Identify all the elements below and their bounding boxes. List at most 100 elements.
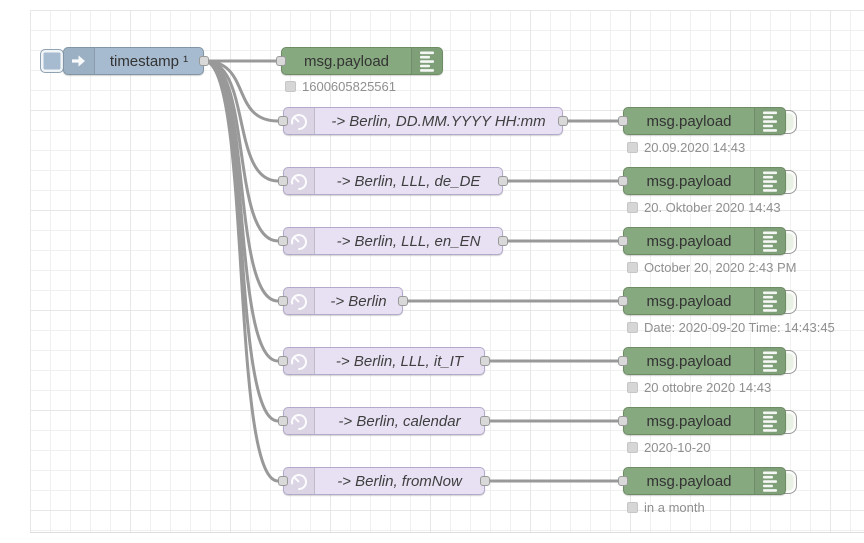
status-indicator bbox=[627, 322, 638, 333]
node-label: msg.payload bbox=[646, 412, 732, 430]
timer-icon bbox=[284, 288, 315, 314]
input-port[interactable] bbox=[278, 116, 288, 126]
timer-icon bbox=[284, 468, 315, 494]
node-label: -> Berlin, LLL, it_IT bbox=[335, 352, 464, 370]
status-text: 1600605825561 bbox=[302, 79, 396, 94]
debug-list-icon bbox=[754, 288, 785, 314]
status-indicator bbox=[627, 502, 638, 513]
node-status: 1600605825561 bbox=[285, 79, 396, 94]
debug-node[interactable]: msg.payload bbox=[618, 167, 797, 195]
node-label: msg.payload bbox=[646, 292, 732, 310]
status-indicator bbox=[627, 442, 638, 453]
debug-node[interactable]: msg.payload bbox=[618, 347, 797, 375]
node-label: -> Berlin, LLL, en_EN bbox=[336, 232, 481, 250]
status-indicator bbox=[627, 382, 638, 393]
debug-list-icon bbox=[754, 168, 785, 194]
node-label: msg.payload bbox=[303, 52, 390, 70]
status-text: Date: 2020-09-20 Time: 14:43:45 bbox=[644, 320, 835, 335]
node-status: 20 ottobre 2020 14:43 bbox=[627, 380, 772, 395]
timer-icon bbox=[284, 228, 315, 254]
node-label: -> Berlin, calendar bbox=[338, 412, 461, 430]
node-status: Date: 2020-09-20 Time: 14:43:45 bbox=[627, 320, 835, 335]
node-label: msg.payload bbox=[646, 172, 732, 190]
debug-node[interactable]: msg.payload bbox=[618, 107, 797, 135]
status-indicator bbox=[285, 81, 296, 92]
status-text: 20.09.2020 14:43 bbox=[644, 140, 746, 155]
status-indicator bbox=[627, 142, 638, 153]
node-label: msg.payload bbox=[646, 112, 732, 130]
input-port[interactable] bbox=[278, 176, 288, 186]
input-port[interactable] bbox=[618, 116, 628, 126]
output-port[interactable] bbox=[480, 476, 490, 486]
inject-node[interactable]: timestamp ¹ bbox=[63, 47, 209, 75]
debug-node[interactable]: msg.payload bbox=[618, 467, 797, 495]
output-port[interactable] bbox=[498, 176, 508, 186]
input-port[interactable] bbox=[278, 416, 288, 426]
wire[interactable] bbox=[203, 59, 279, 363]
timer-icon bbox=[284, 168, 315, 194]
moment-node[interactable]: -> Berlin bbox=[278, 287, 408, 315]
moment-node[interactable]: -> Berlin, LLL, it_IT bbox=[278, 347, 490, 375]
node-status: October 20, 2020 2:43 PM bbox=[627, 260, 797, 275]
inject-arrow-icon bbox=[64, 48, 95, 74]
input-port[interactable] bbox=[618, 356, 628, 366]
debug-node[interactable]: msg.payload bbox=[618, 407, 797, 435]
output-port[interactable] bbox=[480, 356, 490, 366]
node-status: 20. Oktober 2020 14:43 bbox=[627, 200, 781, 215]
input-port[interactable] bbox=[618, 476, 628, 486]
node-status: in a month bbox=[627, 500, 705, 515]
output-port[interactable] bbox=[480, 416, 490, 426]
node-label: -> Berlin, DD.MM.YYYY HH:mm bbox=[331, 112, 546, 130]
status-text: October 20, 2020 2:43 PM bbox=[644, 260, 797, 275]
debug-node[interactable]: msg.payload bbox=[618, 287, 797, 315]
timer-icon bbox=[284, 408, 315, 434]
input-port[interactable] bbox=[278, 356, 288, 366]
status-indicator bbox=[627, 262, 638, 273]
wire[interactable] bbox=[203, 59, 279, 183]
status-indicator bbox=[627, 202, 638, 213]
status-text: in a month bbox=[644, 500, 705, 515]
debug-list-icon bbox=[411, 48, 442, 74]
canvas-grid bbox=[30, 10, 864, 533]
moment-node[interactable]: -> Berlin, fromNow bbox=[278, 467, 490, 495]
input-port[interactable] bbox=[276, 56, 286, 66]
output-port[interactable] bbox=[398, 296, 408, 306]
debug-list-icon bbox=[754, 468, 785, 494]
input-port[interactable] bbox=[618, 296, 628, 306]
input-port[interactable] bbox=[278, 236, 288, 246]
input-port[interactable] bbox=[278, 476, 288, 486]
timer-icon bbox=[284, 108, 315, 134]
wire[interactable] bbox=[203, 59, 279, 123]
input-port[interactable] bbox=[618, 176, 628, 186]
debug-list-icon bbox=[754, 108, 785, 134]
node-label: -> Berlin, LLL, de_DE bbox=[336, 172, 481, 190]
input-port[interactable] bbox=[278, 296, 288, 306]
status-text: 20. Oktober 2020 14:43 bbox=[644, 200, 781, 215]
moment-node[interactable]: -> Berlin, DD.MM.YYYY HH:mm bbox=[278, 107, 568, 135]
status-text: 20 ottobre 2020 14:43 bbox=[644, 380, 772, 395]
node-status: 2020-10-20 bbox=[627, 440, 711, 455]
moment-node[interactable]: -> Berlin, LLL, de_DE bbox=[278, 167, 508, 195]
node-label: -> Berlin, fromNow bbox=[337, 472, 462, 490]
debug-node[interactable]: msg.payload bbox=[618, 227, 797, 255]
moment-node[interactable]: -> Berlin, calendar bbox=[278, 407, 490, 435]
input-port[interactable] bbox=[618, 416, 628, 426]
output-port[interactable] bbox=[498, 236, 508, 246]
moment-node[interactable]: -> Berlin, LLL, en_EN bbox=[278, 227, 508, 255]
debug-node[interactable]: msg.payload bbox=[276, 47, 443, 75]
node-status: 20.09.2020 14:43 bbox=[627, 140, 746, 155]
output-port[interactable] bbox=[199, 56, 209, 66]
debug-list-icon bbox=[754, 408, 785, 434]
node-label: -> Berlin bbox=[330, 292, 387, 310]
node-label: msg.payload bbox=[646, 472, 732, 490]
output-port[interactable] bbox=[558, 116, 568, 126]
debug-list-icon bbox=[754, 348, 785, 374]
inject-trigger-button[interactable] bbox=[40, 49, 64, 73]
wire[interactable] bbox=[203, 59, 279, 483]
node-label: msg.payload bbox=[646, 232, 732, 250]
input-port[interactable] bbox=[618, 236, 628, 246]
node-label: msg.payload bbox=[646, 352, 732, 370]
node-label: timestamp ¹ bbox=[109, 52, 189, 70]
